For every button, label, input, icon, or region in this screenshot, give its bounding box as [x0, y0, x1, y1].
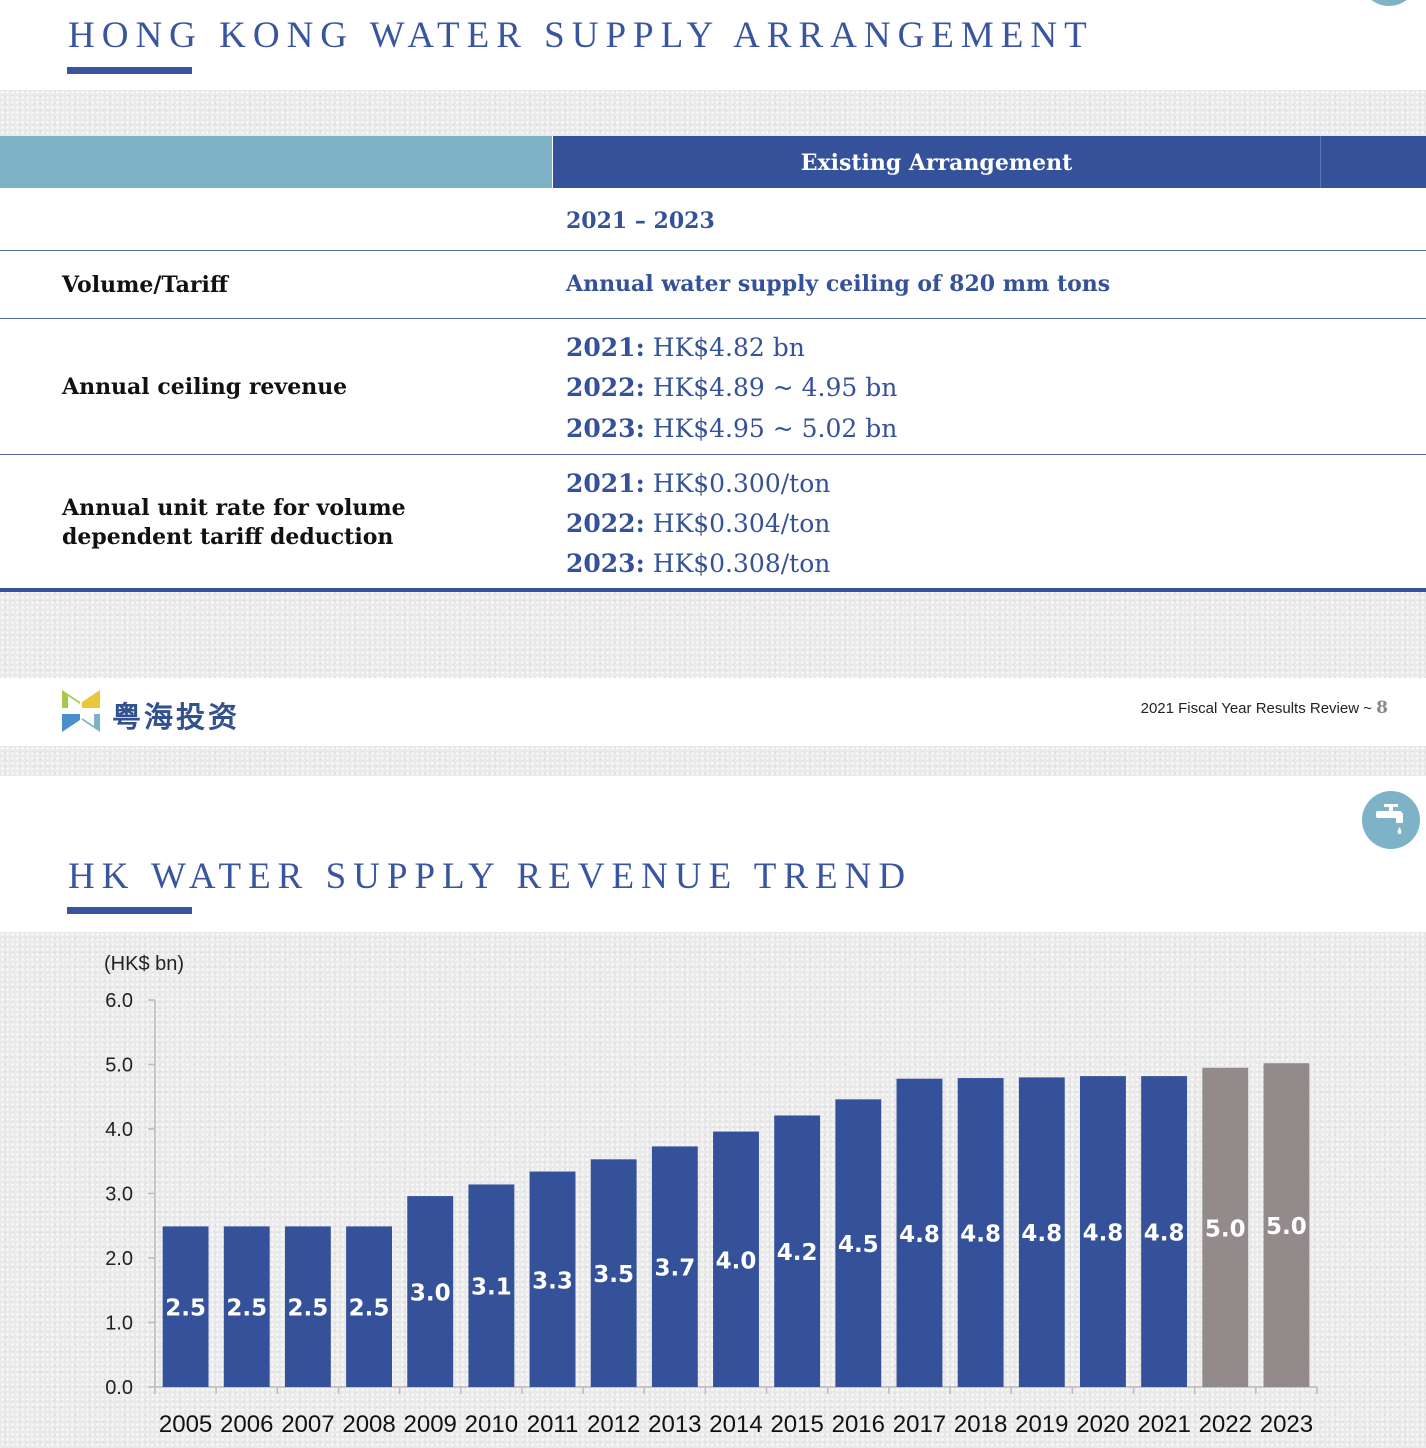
x-tick-label: 2014: [709, 1411, 762, 1438]
x-tick-label: 2006: [220, 1411, 273, 1438]
bar-value-label: 4.2: [777, 1240, 818, 1266]
x-tick-label: 2019: [1015, 1411, 1068, 1438]
x-tick-label: 2020: [1076, 1411, 1129, 1438]
x-tick-label: 2012: [587, 1411, 640, 1438]
y-axis-label: (HK$ bn): [104, 953, 184, 975]
title-underline: [67, 67, 192, 74]
footer-note: 2021 Fiscal Year Results Review ~ 8: [1140, 698, 1388, 718]
bar-value-label: 5.0: [1266, 1214, 1307, 1240]
bar: [590, 1159, 637, 1387]
header-divider: [1320, 136, 1321, 188]
bar: [1263, 1063, 1310, 1387]
x-tick-label: 2023: [1260, 1411, 1313, 1438]
row-divider: [0, 318, 1426, 319]
bar-value-label: 3.0: [410, 1281, 451, 1307]
bar-value-label: 4.8: [1144, 1221, 1185, 1247]
bar: [651, 1146, 698, 1387]
x-tick-label: 2016: [832, 1411, 885, 1438]
bar-value-label: 3.7: [654, 1256, 695, 1282]
x-tick-label: 2021: [1137, 1411, 1190, 1438]
volume-value: Annual water supply ceiling of 820 mm to…: [566, 271, 1111, 297]
bar: [162, 1226, 209, 1387]
slide-footer: 粤海投资 2021 Fiscal Year Results Review ~ 8: [0, 678, 1426, 746]
bar: [346, 1226, 392, 1387]
y-tick-label: 4.0: [105, 1119, 133, 1141]
row-divider: [0, 250, 1426, 251]
y-tick-label: 2.0: [105, 1248, 133, 1270]
page-title: HONG KONG WATER SUPPLY ARRANGEMENT: [68, 15, 1094, 56]
row-label-unit-rate: Annual unit rate for volume dependent ta…: [62, 495, 406, 550]
ceiling-revenue-2022: 2022: HK$4.89 ~ 4.95 bn: [566, 373, 898, 402]
x-tick-label: 2008: [342, 1411, 395, 1438]
bar-value-label: 4.8: [1083, 1221, 1124, 1247]
table-header-existing: [553, 136, 1426, 188]
y-tick-label: 1.0: [105, 1313, 133, 1335]
x-tick-label: 2005: [159, 1411, 212, 1438]
y-tick-label: 0.0: [105, 1377, 133, 1399]
bar: [1018, 1077, 1065, 1387]
revenue-bar-chart: (HK$ bn) 0.0 1.0 2.0 3.0 4.0 5.0 6.0 2.5 2005 2.5 2…: [104, 953, 1318, 1438]
bar-value-label: 2.5: [288, 1296, 329, 1322]
bar-value-label: 4.8: [899, 1222, 940, 1248]
unit-rate-2022: 2022: HK$0.304/ton: [566, 509, 831, 538]
page-number: 8: [1376, 698, 1388, 718]
chart-background: [0, 932, 1426, 1448]
x-tick-label: 2013: [648, 1411, 701, 1438]
bar: [1202, 1067, 1249, 1387]
bar: [774, 1115, 821, 1387]
bar: [1080, 1076, 1126, 1387]
bar: [896, 1078, 943, 1387]
bar-value-label: 4.5: [838, 1232, 879, 1258]
row-label-ceiling-revenue: Annual ceiling revenue: [62, 374, 348, 400]
arrangement-table: Existing Arrangement 2021 – 2023 Volume/…: [0, 136, 1426, 592]
bar-value-label: 5.0: [1205, 1216, 1246, 1242]
row-label-volume: Volume/Tariff: [62, 272, 228, 298]
bar-value-label: 4.8: [960, 1222, 1001, 1248]
table-header-label: Existing Arrangement: [800, 150, 1073, 176]
x-tick-label: 2010: [465, 1411, 518, 1438]
bar: [284, 1226, 331, 1387]
table-bottom-rule: [0, 588, 1426, 592]
bar-value-label: 2.5: [226, 1296, 267, 1322]
unit-rate-2021: 2021: HK$0.300/ton: [566, 469, 831, 498]
company-name: 粤海投资: [112, 700, 241, 734]
bar: [713, 1131, 759, 1387]
x-tick-label: 2007: [281, 1411, 334, 1438]
bar: [407, 1196, 454, 1387]
y-tick-label: 3.0: [105, 1184, 133, 1206]
bar: [1141, 1076, 1188, 1387]
x-tick-label: 2017: [893, 1411, 946, 1438]
x-tick-label: 2015: [770, 1411, 823, 1438]
x-tick-label: 2011: [527, 1411, 579, 1438]
table-header-blank: [0, 136, 552, 188]
chart-title: HK WATER SUPPLY REVENUE TREND: [68, 856, 913, 897]
ceiling-revenue-2021: 2021: HK$4.82 bn: [566, 333, 805, 362]
x-tick-label: 2022: [1199, 1411, 1252, 1438]
bar: [835, 1099, 882, 1387]
bar-value-label: 4.0: [716, 1248, 757, 1274]
water-tap-icon: [1362, 791, 1420, 849]
bar-value-label: 2.5: [165, 1296, 206, 1322]
unit-rate-2023: 2023: HK$0.308/ton: [566, 549, 831, 578]
bar: [957, 1078, 1004, 1387]
y-tick-label: 6.0: [105, 990, 133, 1012]
tap-badge-icon: [1360, 0, 1418, 6]
bar-value-label: 4.8: [1021, 1221, 1062, 1247]
bar-value-label: 3.1: [471, 1275, 512, 1301]
title-underline: [67, 907, 192, 914]
slide-gap: [0, 746, 1426, 776]
bar-value-label: 2.5: [349, 1296, 390, 1322]
bar: [529, 1171, 576, 1387]
bar-value-label: 3.3: [532, 1268, 573, 1294]
ceiling-revenue-2023: 2023: HK$4.95 ~ 5.02 bn: [566, 414, 898, 443]
bar: [223, 1226, 270, 1387]
period-label: 2021 – 2023: [566, 208, 715, 234]
x-tick-label: 2018: [954, 1411, 1007, 1438]
company-logo-icon: [62, 690, 100, 732]
bar-value-label: 3.5: [593, 1262, 634, 1288]
row-divider: [0, 454, 1426, 455]
y-tick-label: 5.0: [105, 1055, 133, 1077]
bar: [468, 1184, 515, 1387]
x-tick-label: 2009: [404, 1411, 457, 1438]
